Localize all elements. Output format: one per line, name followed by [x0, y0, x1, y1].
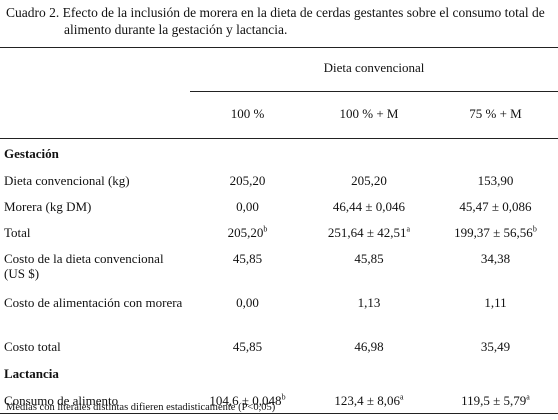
significance-letter: b — [263, 224, 268, 234]
cell: 205,20 — [305, 167, 433, 193]
cell-value: 251,64 ± 42,51 — [327, 225, 407, 240]
cell-value: 199,37 ± 56,56 — [454, 225, 533, 240]
cell: 45,85 — [305, 245, 433, 289]
group-header-row: Dieta convencional — [0, 47, 558, 92]
data-table: Dieta convencional 100 % 100 % + M 75 % + M… — [0, 47, 558, 414]
section-title: Gestación — [4, 146, 59, 161]
cell: 205,20 — [190, 167, 305, 193]
cell-value: 35,49 — [480, 339, 511, 354]
data-row: Morera (kg DM) 0,00 46,44 ± 0,046 45,47 ± 0… — [0, 193, 558, 219]
caption: Cuadro 2. Efecto de la inclusión de more… — [6, 5, 545, 37]
empty-cell — [0, 91, 190, 139]
row-label: Costo de alimentación con morera — [4, 295, 183, 310]
cell-value: 0,00 — [236, 199, 259, 214]
row-label: Costo de la dieta convencional (US $) — [4, 251, 164, 281]
cell: 46,44 ± 0,046 — [305, 193, 433, 219]
cell-value: 205,20 — [227, 225, 264, 240]
cell-value: 46,98 — [354, 339, 384, 354]
significance-letter: a — [406, 224, 411, 234]
cell: 46,98 — [305, 333, 433, 359]
cell: 45,85 — [190, 245, 305, 289]
row-label: Costo total — [4, 339, 61, 354]
column-header: 100 % + M — [305, 91, 433, 139]
column-header: 75 % + M — [433, 91, 558, 139]
cell-value: 205,20 — [351, 173, 387, 188]
significance-letter: a — [400, 392, 404, 402]
cell-value: 104,6 ± 0,048 — [209, 393, 282, 408]
significance-letter: b — [281, 392, 286, 402]
cell-value: 153,90 — [477, 173, 514, 188]
row-label: Total — [4, 225, 31, 240]
table-body: Dieta convencional 100 % 100 % + M 75 % + M… — [0, 47, 558, 414]
cell: 153,90 — [433, 167, 558, 193]
cell-value: 205,20 — [229, 173, 266, 188]
cell: 199,37 ± 56,56b — [433, 219, 558, 245]
section-row: Gestación — [0, 139, 558, 168]
cell: 0,00 — [190, 289, 305, 333]
row-label: Consumo de alimento — [0, 387, 190, 414]
column-header: 100 % — [190, 91, 305, 139]
cell: 205,20b — [190, 219, 305, 245]
significance-letter: a — [526, 392, 530, 402]
significance-letter: b — [532, 224, 537, 234]
cell: 104,6 ± 0,048b — [190, 387, 305, 414]
cell: 251,64 ± 42,51a — [305, 219, 433, 245]
cell: 0,00 — [190, 193, 305, 219]
data-row: Total 205,20b 251,64 ± 42,51a 199,37 ± 56,5… — [0, 219, 558, 245]
group-header: Dieta convencional — [190, 47, 558, 92]
cell: 34,38 — [433, 245, 558, 289]
data-row: Consumo de alimento 104,6 ± 0,048b 123,4 ±… — [0, 387, 558, 414]
cell-value: 119,5 ± 5,79 — [461, 393, 527, 408]
cell: 35,49 — [433, 333, 558, 359]
cell-value: 1,13 — [357, 295, 381, 310]
row-label: Dieta convencional (kg) — [4, 173, 130, 188]
cell-value: 45,47 ± 0,086 — [459, 199, 532, 214]
cell: 45,85 — [190, 333, 305, 359]
cell-value: 46,44 ± 0,046 — [332, 199, 406, 214]
data-row: Dieta convencional (kg) 205,20 205,20 153,9… — [0, 167, 558, 193]
empty-cell — [0, 47, 190, 92]
cell: 119,5 ± 5,79a — [433, 387, 558, 414]
cell: 45,47 ± 0,086 — [433, 193, 558, 219]
cell-value: 123,4 ± 8,06 — [334, 393, 401, 408]
row-label: Morera (kg DM) — [4, 199, 92, 214]
cell-value: 34,38 — [480, 251, 511, 266]
cell: 1,13 — [305, 289, 433, 333]
data-row: Costo de alimentación con morera 0,00 1,13… — [0, 289, 558, 333]
data-row: Costo de la dieta convencional (US $) 45,… — [0, 245, 558, 289]
column-header-row: 100 % 100 % + M 75 % + M — [0, 91, 558, 139]
section-row: Lactancia — [0, 359, 558, 387]
data-row: Costo total 45,85 46,98 35,49 — [0, 333, 558, 359]
cell: 1,11 — [433, 289, 558, 333]
cell-value: 0,00 — [236, 295, 259, 310]
cell-value: 45,85 — [232, 251, 263, 266]
section-title: Lactancia — [4, 366, 59, 381]
cell-value: 45,85 — [354, 251, 384, 266]
cell-value: 45,85 — [232, 339, 263, 354]
footnote: Medias con literales distintas difieren … — [6, 402, 276, 413]
cell: 123,4 ± 8,06a — [305, 387, 433, 414]
cell-value: 1,11 — [484, 295, 507, 310]
